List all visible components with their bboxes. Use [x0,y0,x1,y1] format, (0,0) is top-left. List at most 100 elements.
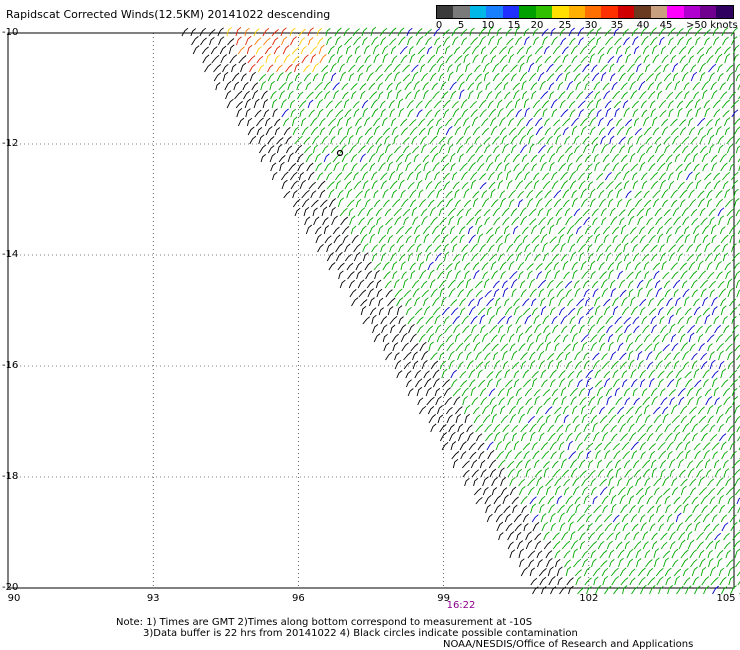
wind-barb [731,36,738,46]
wind-barb [531,514,539,523]
wind-barb [451,451,460,460]
wind-barb [464,343,471,352]
wind-barb [437,342,445,352]
wind-barb [533,244,540,253]
wind-barb [514,451,522,460]
wind-barb [551,108,558,118]
wind-barb [419,341,427,352]
wind-barb [468,90,474,100]
wind-barb [682,216,690,226]
wind-barb [634,190,642,199]
wind-barb [687,396,694,406]
wind-barb [736,219,740,226]
wind-barb [630,441,639,451]
wind-barb [384,135,390,145]
wind-barb [735,63,740,73]
wind-barb [387,306,394,316]
wind-barb [632,36,639,46]
wind-barb [393,279,400,289]
wind-barb [730,522,738,532]
wind-barb [692,153,699,163]
wind-barb [636,279,644,289]
wind-barb [689,343,696,352]
wind-barb [398,253,406,262]
wind-barb [457,215,463,226]
wind-barb [726,136,734,145]
wind-barb [402,137,410,145]
wind-barb [618,557,624,568]
wind-barb [580,261,587,271]
wind-barb [616,118,623,127]
wind-barb [689,415,696,424]
wind-barb [582,136,590,145]
wind-barb [547,496,555,505]
wind-barb [605,315,613,325]
wind-barb [655,495,663,505]
wind-barb [471,116,479,127]
wind-barb [599,486,608,496]
wind-barb [456,63,462,73]
wind-barb [634,55,642,64]
wind-barb [628,568,636,577]
latitude-label: -18 [2,471,19,482]
longitude-label: 99 [437,593,450,604]
wind-barb [706,261,713,271]
wind-barb [412,351,418,361]
wind-barb [418,127,426,136]
wind-barb [560,387,567,397]
wind-barb [646,495,653,505]
wind-barb [389,108,396,118]
wind-barb [427,54,436,64]
wind-barb [650,459,657,469]
wind-barb [517,261,525,271]
wind-barb [328,262,336,271]
wind-barb [380,316,388,325]
wind-barb [603,377,611,388]
wind-barb [668,389,676,397]
wind-barb [550,451,557,460]
wind-barb [400,127,409,136]
wind-barb [484,289,492,298]
wind-barb [396,161,403,172]
wind-barb [672,63,679,73]
wind-barb [562,127,569,136]
wind-barb [683,82,690,91]
legend-swatch [437,6,454,18]
wind-barb [705,46,713,55]
wind-barb [330,72,337,82]
wind-barb [641,243,649,253]
wind-barb [432,162,440,172]
wind-barb [653,548,660,559]
wind-barb [709,216,715,226]
wind-barb [596,252,604,262]
wind-barb [695,314,702,325]
wind-barb [532,28,539,37]
wind-barb [461,315,469,325]
wind-barb [737,581,740,586]
wind-barb [718,215,725,226]
wind-barb [709,566,716,577]
wind-barb [697,260,704,271]
wind-barb [700,495,709,505]
wind-barb [696,531,704,541]
wind-barb [330,206,336,217]
wind-barb [653,270,660,280]
wind-barb [495,306,502,316]
wind-barb [495,441,502,451]
wind-barb [594,442,603,451]
wind-barb [411,207,418,217]
wind-barb [664,288,671,298]
wind-barb [573,208,581,217]
wind-barb [546,135,553,145]
wind-barb [700,423,709,433]
wind-barb [616,126,625,136]
wind-barb [535,117,543,127]
wind-barb [646,351,653,361]
wind-barb [506,243,514,253]
wind-barb [555,280,563,289]
wind-barb [684,91,690,100]
wind-barb [531,235,540,244]
wind-barb [335,180,342,190]
wind-barb [515,251,523,262]
wind-barb [497,387,505,397]
